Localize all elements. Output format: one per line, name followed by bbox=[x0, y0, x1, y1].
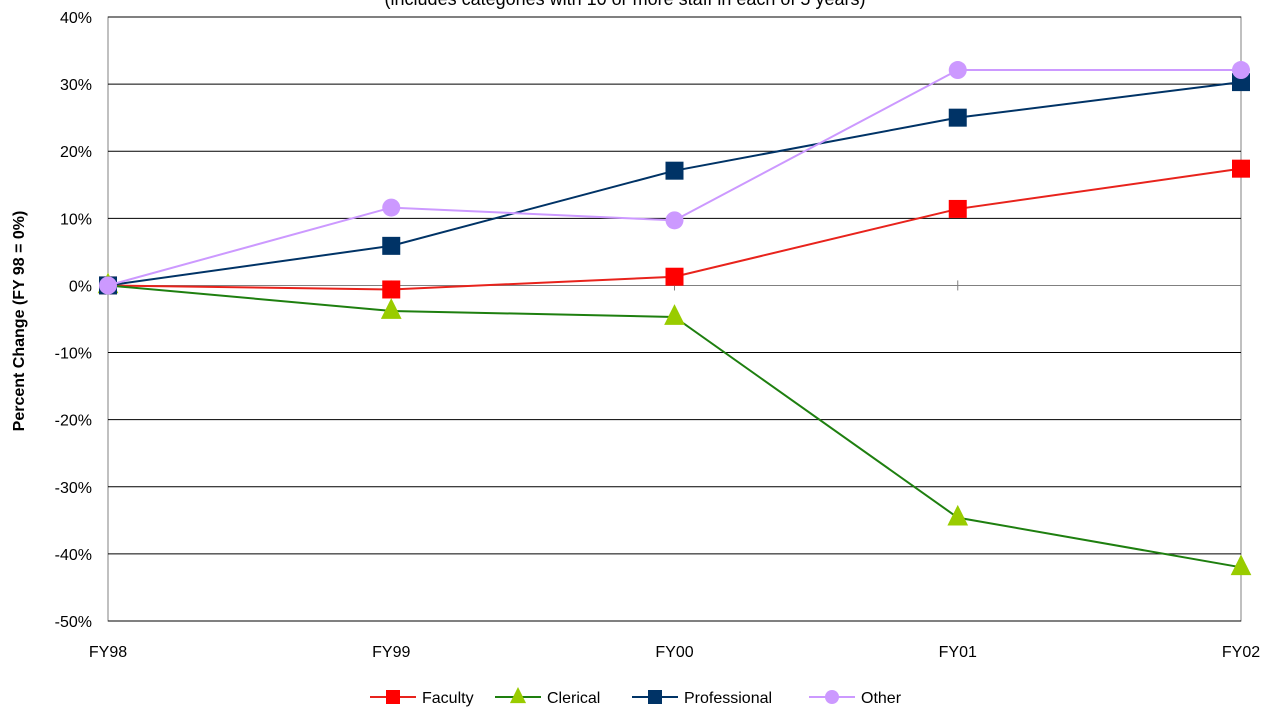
data-point-clerical bbox=[380, 298, 402, 319]
y-tick-label: 30% bbox=[60, 77, 92, 94]
legend-item-professional: Professional bbox=[632, 690, 772, 707]
legend: Faculty Clerical Professional Other bbox=[370, 687, 902, 707]
legend-item-clerical: Clerical bbox=[495, 687, 600, 707]
x-tick-label: FY01 bbox=[939, 644, 977, 661]
legend-label-other: Other bbox=[861, 690, 902, 707]
grid-lines bbox=[108, 16, 1241, 622]
data-point-clerical bbox=[1230, 554, 1252, 576]
data-point-clerical bbox=[947, 504, 969, 526]
data-point-professional bbox=[948, 108, 967, 127]
data-point-faculty bbox=[382, 280, 401, 299]
y-tick-label: 40% bbox=[60, 10, 92, 27]
data-point-other bbox=[665, 211, 684, 230]
legend-label-professional: Professional bbox=[684, 690, 772, 707]
data-point-other bbox=[948, 61, 967, 80]
data-point-faculty bbox=[948, 199, 967, 218]
y-axis-title: Percent Change (FY 98 = 0%) bbox=[11, 211, 28, 432]
legend-marker-clerical bbox=[509, 687, 527, 704]
data-point-professional bbox=[382, 236, 401, 255]
y-tick-label: 10% bbox=[60, 211, 92, 228]
chart-subtitle: (includes categories with 10 or more sta… bbox=[385, 0, 866, 9]
y-tick-label: -20% bbox=[55, 413, 92, 430]
legend-marker-professional bbox=[648, 690, 662, 704]
x-tick-label: FY98 bbox=[89, 644, 127, 661]
legend-label-faculty: Faculty bbox=[422, 690, 474, 707]
legend-marker-other bbox=[825, 690, 839, 704]
x-tick-label: FY99 bbox=[372, 644, 410, 661]
legend-label-clerical: Clerical bbox=[547, 690, 600, 707]
data-point-other bbox=[382, 198, 401, 217]
data-point-faculty bbox=[665, 267, 684, 286]
legend-item-faculty: Faculty bbox=[370, 690, 474, 707]
data-point-clerical bbox=[664, 304, 685, 325]
legend-item-other: Other bbox=[809, 690, 902, 707]
y-tick-label: 0% bbox=[69, 278, 92, 295]
y-tick-label: -50% bbox=[55, 614, 92, 631]
data-point-professional bbox=[665, 161, 684, 180]
y-tick-label: 20% bbox=[60, 144, 92, 161]
data-point-faculty bbox=[1232, 159, 1250, 178]
data-point-other bbox=[1232, 61, 1250, 80]
y-tick-label: -30% bbox=[55, 480, 92, 497]
data-point-other bbox=[99, 276, 117, 295]
y-tick-label: -10% bbox=[55, 346, 92, 363]
legend-marker-faculty bbox=[386, 690, 400, 704]
x-axis-tick-labels: FY98 FY99 FY00 FY01 FY02 bbox=[89, 644, 1260, 661]
y-tick-label: -40% bbox=[55, 547, 92, 564]
x-tick-label: FY00 bbox=[655, 644, 693, 661]
x-tick-label: FY02 bbox=[1222, 644, 1260, 661]
series-layer bbox=[97, 61, 1252, 576]
y-axis-tick-labels: 40% 30% 20% 10% 0% -10% -20% -30% -40% -50% bbox=[55, 10, 92, 631]
series-other bbox=[99, 61, 1250, 295]
